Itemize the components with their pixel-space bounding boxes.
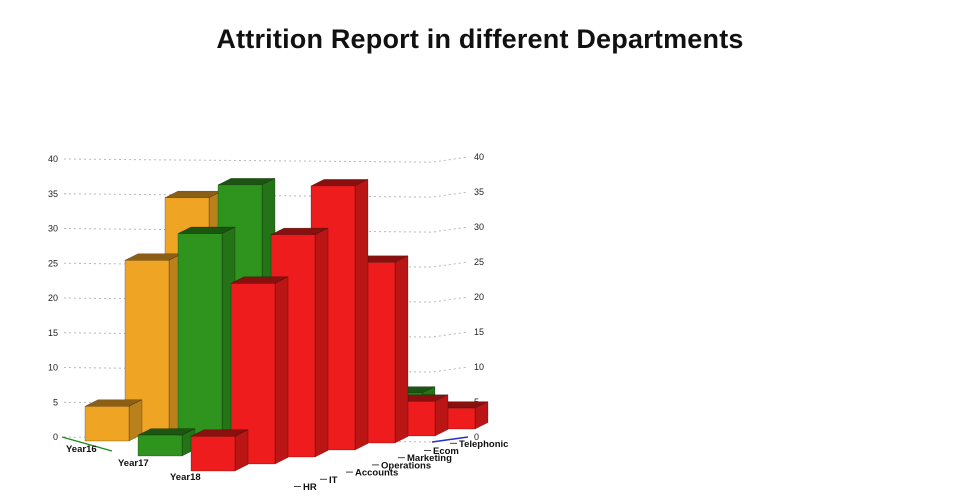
bar-Year18-HR [190,436,236,472]
y-axis-tick-left: 25 [48,258,58,268]
y-axis-tick-right: 0 [474,432,479,442]
bar-Year16-HR [84,406,130,442]
bar-Year18-Accounts-side [314,227,329,458]
bar-Year17-IT [177,233,223,450]
y-axis-tick-left: 15 [48,328,58,338]
y-axis-tick-left: 5 [53,397,58,407]
series-label-year17: Year17 [118,458,149,469]
y-axis-tick-left: 0 [53,432,58,442]
y-axis-tick-left: 40 [48,154,58,164]
y-axis-tick-right: 25 [474,257,484,267]
y-axis-tick-right: 20 [474,292,484,302]
value-axis-baseline [431,436,469,443]
series-label-year16: Year16 [66,444,97,455]
bar-Year18-Operations-side [354,178,369,451]
category-label-hr: HR [303,482,317,493]
category-label-accounts: Accounts [355,468,398,479]
y-axis-tick-right: 30 [474,222,484,232]
category-label-marketing: Marketing [407,453,452,464]
y-axis-tick-right: 15 [474,327,484,337]
y-axis-tick-left: 20 [48,293,58,303]
bar-Year18-HR-side [234,429,249,472]
y-axis-tick-left: 35 [48,189,58,199]
category-label-ecom: Ecom [433,446,459,457]
depth-axis-baseline [61,436,113,452]
bar-Year18-Marketing-side [394,255,409,444]
y-axis-tick-right: 10 [474,362,484,372]
y-axis-tick-right: 35 [474,187,484,197]
category-label-telephonic: Telephonic [459,439,508,450]
series-label-year18: Year18 [170,472,201,483]
gridline [63,156,469,163]
category-label-it: IT [329,475,338,486]
y-axis-tick-right: 40 [474,152,484,162]
y-axis-tick-left: 10 [48,363,58,373]
bar-Year18-IT-side [274,276,289,465]
bar-Year18-Ecom-side [434,394,449,437]
y-axis-tick-left: 30 [48,224,58,234]
bar-Year17-HR [137,434,183,457]
category-label-operations: Operations [381,460,431,471]
chart-title: Attrition Report in different Department… [216,24,744,54]
